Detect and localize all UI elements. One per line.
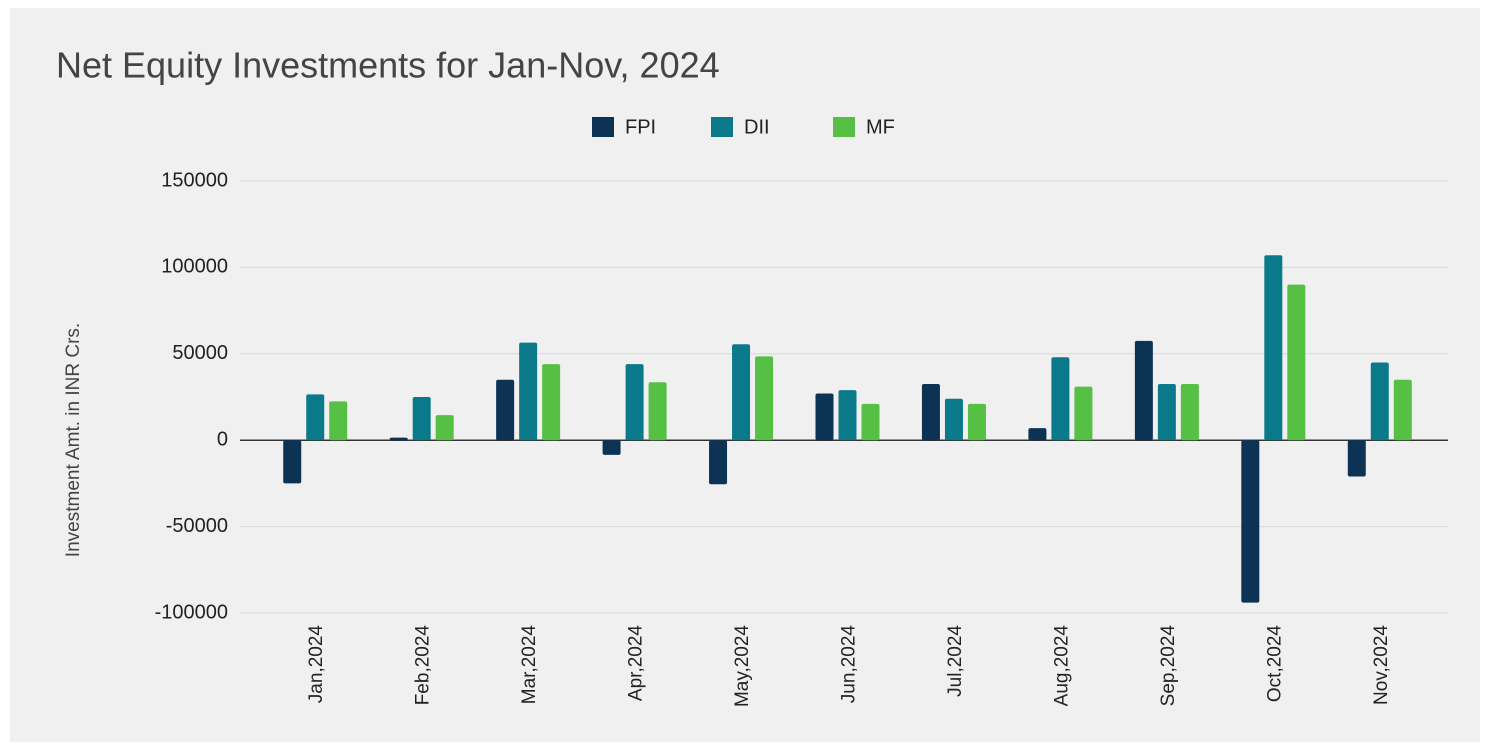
y-tick-label: -50000 [166, 515, 228, 537]
bar [542, 364, 561, 441]
x-tick-label: May,2024 [732, 625, 753, 707]
bar [1180, 384, 1199, 441]
x-tick-label: Mar,2024 [519, 625, 540, 705]
bar [838, 390, 857, 441]
bar [602, 440, 621, 455]
x-tick-label: Jun,2024 [839, 625, 860, 704]
legend-label: MF [866, 116, 895, 138]
bar [755, 356, 774, 441]
bar [815, 393, 834, 441]
bar [519, 342, 538, 441]
bar [1370, 362, 1389, 441]
bar [1051, 357, 1070, 441]
legend-swatch [592, 117, 614, 137]
bar [329, 401, 348, 441]
bar [648, 382, 667, 441]
y-tick-label: 100000 [161, 256, 228, 278]
bar [1134, 340, 1153, 441]
bar [1028, 428, 1047, 441]
bar [709, 440, 728, 485]
x-tick-label: Apr,2024 [626, 625, 647, 701]
bar [921, 384, 940, 441]
x-tick-label: Jan,2024 [306, 625, 327, 704]
bar [412, 397, 431, 441]
x-tick-label: Nov,2024 [1371, 625, 1392, 705]
bar [1074, 386, 1093, 441]
bar [1157, 384, 1176, 441]
bar [1241, 440, 1260, 603]
y-axis-title: Investment Amt. in INR Crs. [63, 323, 84, 557]
x-tick-label: Jul,2024 [945, 625, 966, 697]
x-tick-label: Sep,2024 [1158, 625, 1179, 707]
bar [389, 437, 408, 441]
bar [1393, 379, 1412, 441]
x-tick-label: Feb,2024 [413, 625, 434, 706]
x-tick-label: Oct,2024 [1264, 625, 1285, 703]
bar [1287, 284, 1306, 441]
bar [625, 364, 644, 441]
y-tick-label: 50000 [172, 342, 228, 364]
legend-swatch [711, 117, 733, 137]
bar [732, 344, 751, 441]
x-tick-label: Aug,2024 [1051, 625, 1072, 707]
bar [283, 440, 302, 484]
bar [967, 403, 986, 441]
bar [435, 415, 454, 441]
bar [306, 394, 325, 441]
bar [1347, 440, 1366, 477]
chart-title: Net Equity Investments for Jan-Nov, 2024 [56, 45, 720, 86]
bar [496, 379, 515, 441]
y-tick-label: -100000 [155, 601, 228, 623]
bar [944, 398, 963, 441]
legend-label: FPI [625, 116, 656, 138]
bar [1264, 255, 1283, 441]
bar [861, 403, 880, 441]
legend-label: DII [744, 116, 770, 138]
y-tick-label: 0 [217, 428, 228, 450]
y-tick-label: 150000 [161, 169, 228, 191]
legend-swatch [833, 117, 855, 137]
